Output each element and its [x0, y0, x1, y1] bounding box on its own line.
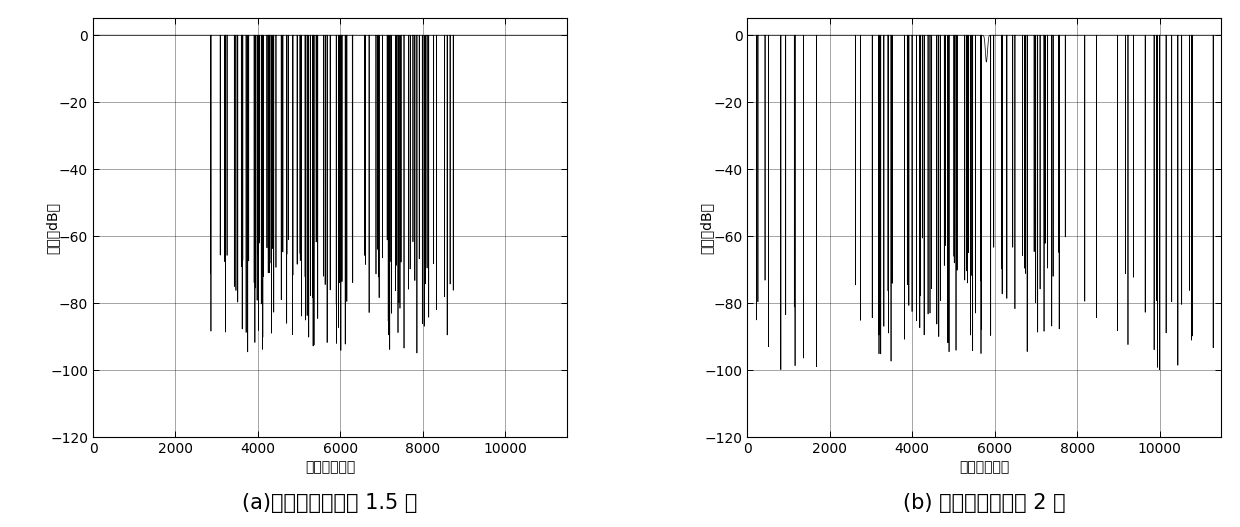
Text: (b) 子孔径长度扩展 2 倍: (b) 子孔径长度扩展 2 倍	[903, 493, 1065, 513]
Text: (a)子孔径长度扩展 1.5 倍: (a)子孔径长度扩展 1.5 倍	[242, 493, 418, 513]
Text: 幅度（dB）: 幅度（dB）	[46, 202, 60, 254]
X-axis label: 方位向采样数: 方位向采样数	[305, 461, 355, 474]
X-axis label: 方位向采样数: 方位向采样数	[960, 461, 1009, 474]
Text: 幅度（dB）: 幅度（dB）	[701, 202, 714, 254]
